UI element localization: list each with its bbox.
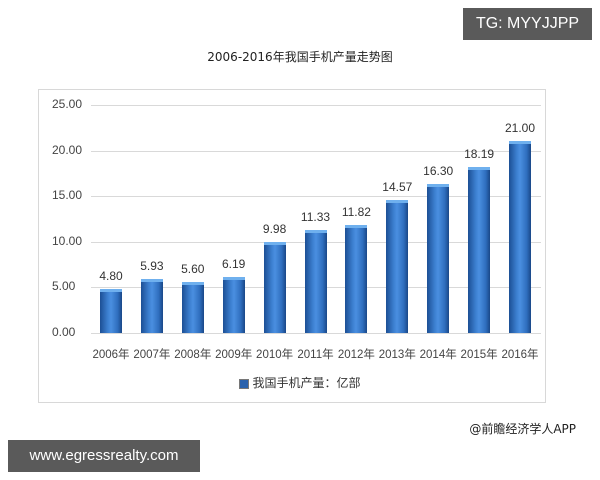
bar [263, 241, 286, 333]
bar-value-label: 11.33 [300, 209, 331, 224]
gridline [91, 150, 541, 152]
x-tick-label: 2013年 [378, 349, 416, 361]
bar [509, 141, 531, 333]
bar [181, 281, 204, 333]
legend-label: 我国手机产量：亿部 [252, 376, 361, 390]
x-tick-label: 2016年 [501, 349, 539, 361]
x-tick-label: 2011年 [297, 349, 334, 361]
y-tick-label: 10.00 [52, 233, 83, 248]
bar [100, 289, 122, 333]
y-tick-label: 25.00 [52, 97, 83, 111]
bar-value-label: 18.19 [464, 147, 495, 162]
legend-swatch-icon [239, 378, 250, 389]
bar-value-label: 9.98 [262, 221, 287, 236]
y-tick-label: 0.00 [52, 325, 76, 339]
x-tick-label: 2015年 [460, 349, 498, 361]
bar-value-label: 14.57 [382, 180, 413, 195]
gridline [91, 105, 541, 106]
bar-value-label: 6.19 [222, 256, 246, 271]
telegram-watermark-badge: TG: MYYJJPP [463, 8, 592, 40]
x-tick-label: 2009年 [215, 349, 253, 361]
bar [468, 167, 491, 333]
bar [304, 229, 327, 333]
x-tick-label: 2010年 [256, 349, 294, 361]
x-tick-label: 2006年 [92, 349, 130, 361]
x-tick-label: 2007年 [133, 349, 171, 361]
x-tick-label: 2008年 [174, 349, 212, 361]
x-tick-label: 2014年 [419, 349, 457, 361]
source-credit: @前瞻经济学人APP [469, 422, 576, 436]
chart-title: 2006-2016年我国手机产量走势图 [207, 50, 393, 64]
x-tick-label: 2012年 [337, 349, 375, 361]
y-tick-label: 20.00 [52, 142, 83, 157]
y-tick-label: 5.00 [52, 279, 76, 294]
gridline [91, 196, 541, 198]
website-watermark-badge: www.egressrealty.com [8, 440, 200, 472]
bar [345, 225, 368, 333]
bar [386, 200, 409, 333]
chart-frame [38, 89, 546, 403]
bar-value-label: 21.00 [504, 121, 536, 136]
bar-value-label: 4.80 [99, 269, 123, 284]
bar [427, 184, 450, 333]
bar-value-label: 5.60 [181, 261, 205, 276]
bar-value-label: 5.93 [140, 258, 164, 273]
gridline [91, 333, 541, 334]
bar [222, 276, 245, 333]
bar-value-label: 16.30 [423, 164, 454, 179]
chart-legend: 我国手机产量：亿部 [0, 374, 600, 391]
bar [140, 278, 163, 333]
y-tick-label: 15.00 [52, 188, 83, 203]
bar-value-label: 11.82 [341, 205, 371, 220]
